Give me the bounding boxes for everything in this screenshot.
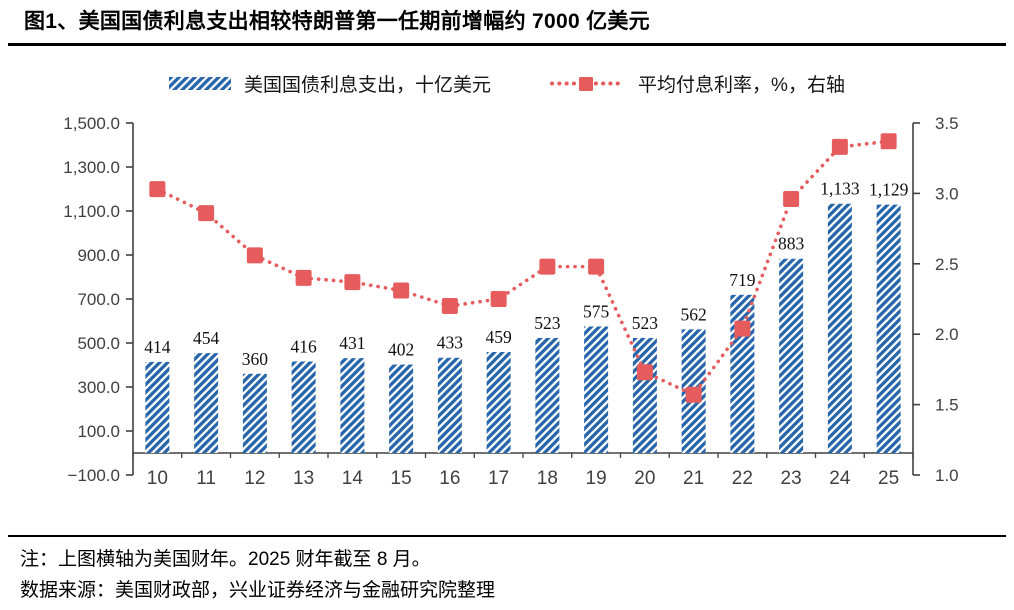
bar-fy18 xyxy=(535,337,560,453)
bar-value-label: 360 xyxy=(242,349,269,369)
x-axis-category-label: 11 xyxy=(196,468,216,489)
right-axis-tick-label: 3.0 xyxy=(935,184,959,203)
line-marker-fy14 xyxy=(344,274,361,291)
bar-value-label: 883 xyxy=(778,234,805,254)
x-axis-category-label: 22 xyxy=(732,468,753,489)
bar-fy10 xyxy=(145,361,170,453)
bar-value-label: 402 xyxy=(388,340,414,360)
line-marker-fy12 xyxy=(246,247,263,264)
hatched-bar-swatch-icon xyxy=(169,76,232,90)
legend-item-bars: 美国国债利息支出，十亿美元 xyxy=(169,70,491,97)
right-axis-tick-label: 3.5 xyxy=(935,114,959,133)
bar-fy25 xyxy=(876,204,901,453)
x-axis-category-label: 18 xyxy=(537,468,558,489)
bar-value-label: 431 xyxy=(339,333,365,353)
figure-title: 图1、美国国债利息支出相较特朗普第一任期前增幅约 7000 亿美元 xyxy=(24,10,650,33)
bar-value-label: 575 xyxy=(583,302,610,322)
line-marker-fy16 xyxy=(441,298,458,315)
legend-item-line: 平均付息利率，%，右轴 xyxy=(549,70,845,97)
bar-fy11 xyxy=(194,353,219,453)
figure-header: 图1、美国国债利息支出相较特朗普第一任期前增幅约 7000 亿美元 xyxy=(8,0,1006,46)
line-marker-fy22 xyxy=(734,320,751,337)
line-marker-fy10 xyxy=(149,181,166,198)
x-axis-category-label: 16 xyxy=(439,468,460,489)
line-marker-fy20 xyxy=(636,364,653,381)
footnote: 注：上图横轴为美国财年。2025 财年截至 8 月。 xyxy=(20,549,431,570)
bar-fy14 xyxy=(340,358,365,453)
left-axis-tick-label: 1,500.0 xyxy=(63,114,120,133)
data-source: 数据来源：美国财政部，兴业证券经济与金融研究院整理 xyxy=(20,580,496,601)
left-axis-tick-label: 1,100.0 xyxy=(63,202,120,221)
figure-footer: 注：上图横轴为美国财年。2025 财年截至 8 月。 数据来源：美国财政部，兴业… xyxy=(8,535,1006,606)
bar-fy23 xyxy=(779,258,804,453)
bar-value-label: 1,133 xyxy=(820,179,860,199)
bar-value-label: 523 xyxy=(632,313,659,333)
x-axis-category-label: 19 xyxy=(586,468,607,489)
bar-value-label: 459 xyxy=(486,327,513,347)
bar-value-label: 1,129 xyxy=(869,180,909,200)
bar-value-label: 523 xyxy=(534,313,561,333)
left-axis-tick-label: 700.0 xyxy=(77,290,120,309)
line-marker-fy23 xyxy=(783,191,800,208)
x-axis-category-label: 17 xyxy=(488,468,509,489)
bar-fy15 xyxy=(389,364,414,453)
bar-fy22 xyxy=(730,294,755,453)
bar-fy16 xyxy=(437,357,462,453)
legend-label-bars: 美国国债利息支出，十亿美元 xyxy=(244,74,492,96)
right-axis-tick-label: 1.0 xyxy=(935,466,959,485)
x-axis-category-label: 10 xyxy=(147,468,168,489)
chart-legend: 美国国债利息支出，十亿美元 平均付息利率，%，右轴 xyxy=(0,70,1014,97)
right-axis-tick-label: 2.5 xyxy=(935,255,959,274)
bar-value-label: 414 xyxy=(144,337,171,357)
combo-chart: −100.0 100.0 300.0 500.0 700.0 900.0 1,100.0 1,… xyxy=(63,114,959,489)
line-marker-fy13 xyxy=(295,269,312,286)
left-axis-tick-label: 1,300.0 xyxy=(63,158,120,177)
left-axis-tick-label: 100.0 xyxy=(77,422,120,441)
bar-fy17 xyxy=(486,352,511,453)
bar-value-label: 416 xyxy=(291,336,318,356)
left-axis-tick-label: 500.0 xyxy=(77,334,120,353)
line-marker-fy21 xyxy=(685,386,702,403)
x-axis-category-label: 20 xyxy=(634,468,655,489)
line-marker-fy11 xyxy=(198,205,215,222)
bar-fy13 xyxy=(291,361,316,453)
line-marker-fy18 xyxy=(539,258,556,275)
line-marker-fy24 xyxy=(831,138,848,155)
line-marker-fy15 xyxy=(393,282,410,299)
x-axis-category-label: 24 xyxy=(829,468,851,489)
x-axis-category-label: 14 xyxy=(342,468,364,489)
line-marker-fy19 xyxy=(588,258,605,275)
left-axis-tick-label: 300.0 xyxy=(77,378,120,397)
left-axis-tick-label: 900.0 xyxy=(77,246,120,265)
right-axis-tick-label: 1.5 xyxy=(935,396,959,415)
x-axis-category-label: 25 xyxy=(878,468,899,489)
bar-fy24 xyxy=(827,203,852,453)
bar-value-label: 454 xyxy=(193,328,220,348)
bar-value-label: 562 xyxy=(681,304,707,324)
line-marker-fy25 xyxy=(880,133,897,150)
right-axis-tick-label: 2.0 xyxy=(935,325,959,344)
bar-fy12 xyxy=(242,373,267,453)
x-axis-category-label: 21 xyxy=(683,468,704,489)
left-axis-tick-label: −100.0 xyxy=(68,466,120,485)
bar-fy19 xyxy=(584,326,609,453)
bar-value-label: 433 xyxy=(437,333,464,353)
x-axis-category-label: 23 xyxy=(781,468,802,489)
x-axis-category-label: 15 xyxy=(391,468,412,489)
bar-value-label: 719 xyxy=(729,270,756,290)
x-axis-category-label: 13 xyxy=(293,468,314,489)
line-marker-fy17 xyxy=(490,291,507,307)
x-axis-category-label: 12 xyxy=(244,468,265,489)
dotted-line-marker-swatch-icon xyxy=(550,76,625,91)
legend-label-line: 平均付息利率，%，右轴 xyxy=(638,74,845,96)
